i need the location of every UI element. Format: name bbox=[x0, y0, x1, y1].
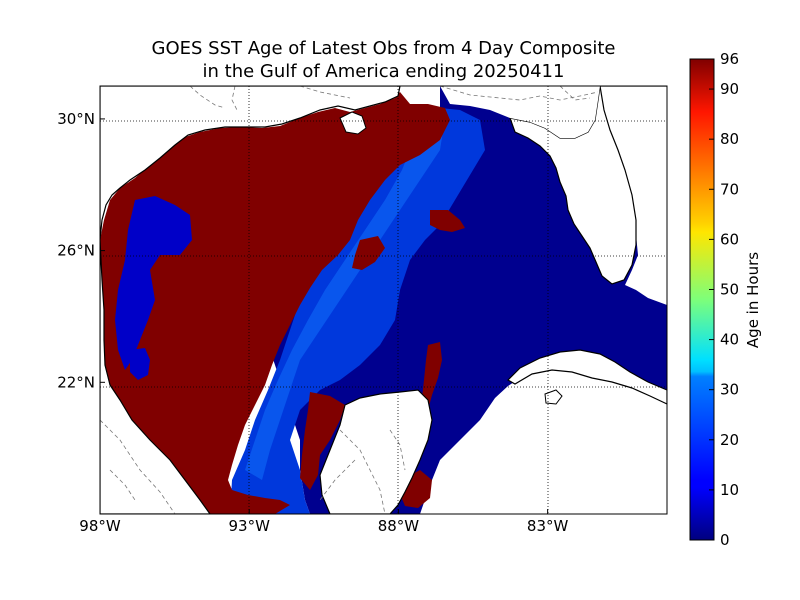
sea-old-data-patch bbox=[430, 210, 465, 232]
sea-old-data-yucatan bbox=[422, 342, 442, 410]
latitude-tick-label: 26°N bbox=[57, 242, 95, 260]
sea-medium-blue bbox=[230, 108, 485, 514]
colorbar-tick-label: 40 bbox=[720, 331, 739, 349]
longitude-labels: 98°W 93°W 88°W 83°W bbox=[79, 509, 569, 535]
land-yucatan bbox=[319, 389, 433, 514]
colorbar-tick-label: 90 bbox=[720, 80, 739, 98]
latitude-tick-label: 30°N bbox=[57, 110, 95, 128]
sea-old-data-west bbox=[100, 92, 450, 514]
graticule bbox=[100, 86, 667, 514]
latitude-labels: 30°N 26°N 22°N bbox=[57, 110, 105, 391]
sea-light-blue bbox=[245, 118, 445, 480]
land-mexico-west bbox=[100, 86, 401, 241]
sea-blue-patch-west bbox=[115, 196, 192, 370]
land-cuba bbox=[507, 349, 667, 405]
map-title-line-1: GOES SST Age of Latest Obs from 4 Day Co… bbox=[151, 38, 616, 59]
colorbar-tick-label: 80 bbox=[720, 130, 739, 148]
land-mexico-south-west bbox=[100, 239, 211, 514]
colorbar-ticks: 96 90 80 70 60 50 40 30 20 10 0 bbox=[709, 50, 739, 549]
colorbar-tick-label: 20 bbox=[720, 431, 739, 449]
sea-old-data-patch-2 bbox=[352, 236, 385, 270]
colorbar-tick-label: 50 bbox=[720, 280, 739, 298]
longitude-tick-label: 93°W bbox=[228, 517, 270, 535]
land-southeast-us bbox=[440, 86, 600, 138]
latitude-tick-label: 22°N bbox=[57, 373, 95, 391]
colorbar-tick-label: 70 bbox=[720, 180, 739, 198]
colorbar-label: Age in Hours bbox=[744, 252, 762, 348]
map-area bbox=[100, 86, 667, 514]
colorbar-tick-label: 10 bbox=[720, 481, 739, 499]
colorbar-tick-label: 30 bbox=[720, 381, 739, 399]
sea-old-data-campeche bbox=[300, 392, 345, 490]
sea-blue-patch-southwest bbox=[130, 348, 150, 380]
land-florida bbox=[509, 86, 667, 285]
map-title-line-2: in the Gulf of America ending 20250411 bbox=[202, 61, 565, 82]
colorbar-tick-label: 60 bbox=[720, 230, 739, 248]
map-frame bbox=[99, 85, 668, 515]
colorbar-gradient bbox=[689, 58, 715, 541]
land-isle-of-youth bbox=[544, 389, 563, 405]
land-mississippi-delta bbox=[339, 111, 367, 135]
colorbar-tick-label: 0 bbox=[720, 531, 730, 549]
political-borders bbox=[100, 86, 599, 514]
colorbar-tick-label: 96 bbox=[720, 50, 739, 68]
longitude-tick-label: 98°W bbox=[79, 517, 121, 535]
longitude-tick-label: 88°W bbox=[378, 517, 420, 535]
longitude-tick-label: 83°W bbox=[527, 517, 569, 535]
